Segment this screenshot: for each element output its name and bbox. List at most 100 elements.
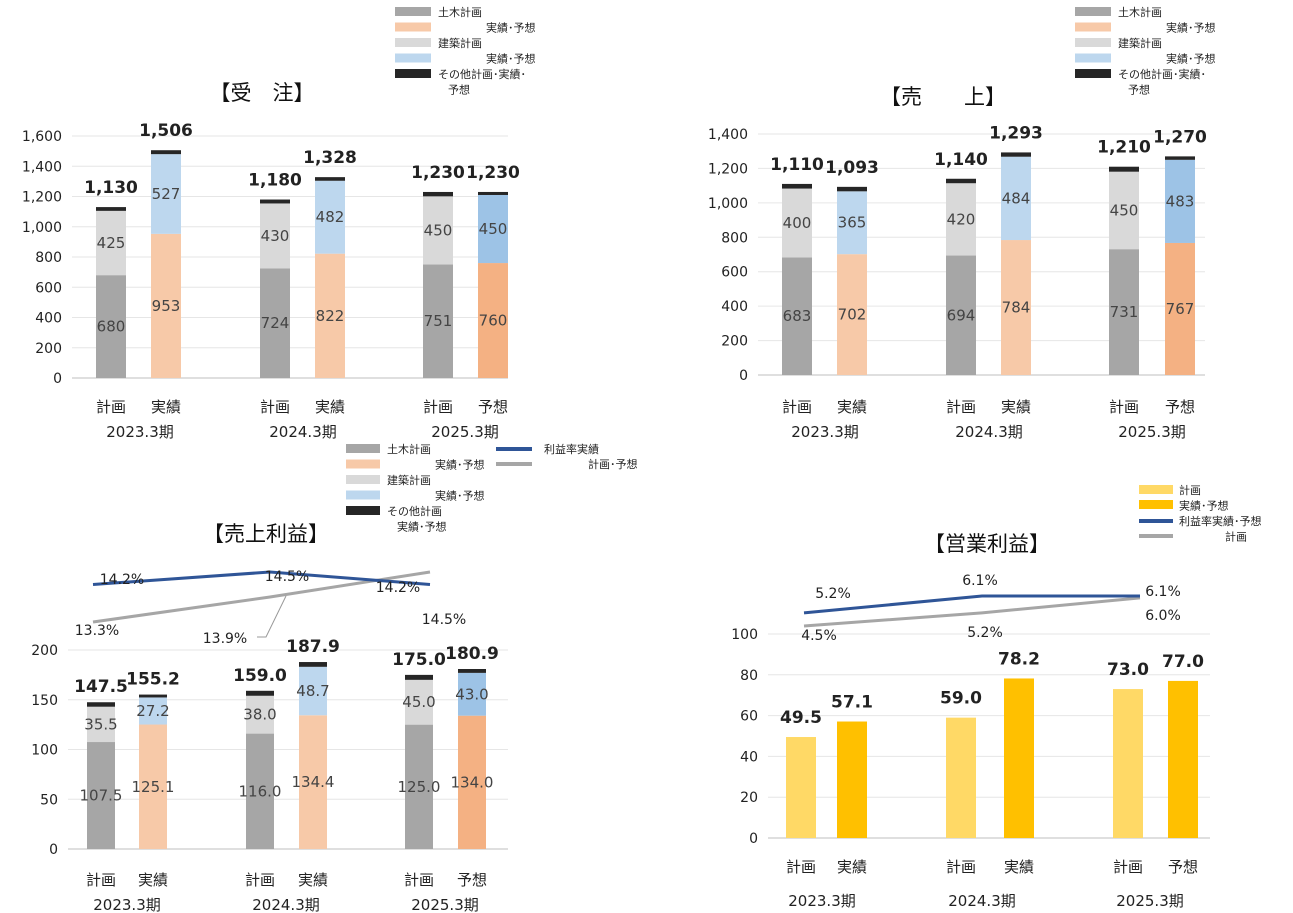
operating_profit-y-tick-label: 40 (740, 749, 758, 765)
orders-legend-swatch (395, 38, 431, 47)
sales-bar-segment (837, 186, 867, 192)
orders-y-tick-label: 1,000 (22, 220, 62, 236)
orders-bar-segment (96, 275, 126, 378)
sales-period-label: 2025.3期 (1118, 423, 1186, 441)
gross_profit-segment-value-label: 116.0 (239, 782, 282, 800)
operating_profit-rate-plan-label: 4.5% (801, 628, 837, 644)
sales-bar-segment (782, 183, 812, 189)
sales-x-category-label: 計画 (782, 398, 812, 416)
gross_profit-bar-segment (458, 669, 486, 673)
orders-segment-value-label: 527 (152, 185, 181, 203)
sales-bar-segment (782, 257, 812, 375)
gross_profit-y-tick-label: 50 (40, 792, 58, 808)
gross_profit-legend-swatch (346, 490, 380, 500)
sales-legend-label: 実績･予想 (1166, 21, 1216, 35)
gross_profit-line-legend-label: 利益率実績 (544, 442, 599, 456)
sales-legend-swatch (1075, 38, 1111, 47)
sales-total-label: 1,210 (1097, 138, 1151, 158)
orders-bar-segment (478, 191, 508, 195)
sales-segment-value-label: 365 (838, 214, 867, 232)
orders-total-label: 1,506 (139, 121, 193, 141)
gross_profit-period-label: 2025.3期 (411, 896, 479, 913)
orders-legend-label: 土木計画 (438, 5, 482, 19)
gross_profit-rate-actual-label: 14.5% (265, 569, 309, 585)
orders-legend-swatch (395, 7, 431, 16)
gross_profit-rate-leader-line (257, 595, 287, 638)
orders-segment-value-label: 450 (424, 221, 453, 239)
sales-chart-title: 【売 上】 (880, 85, 1006, 109)
gross_profit-segment-value-label: 35.5 (84, 715, 117, 733)
gross_profit-bar-segment (299, 666, 327, 716)
gross_profit-bar-segment (405, 724, 433, 849)
orders-x-category-label: 予想 (478, 398, 508, 416)
orders-bar-segment (260, 199, 290, 204)
sales-bar-segment (1001, 156, 1031, 241)
sales-x-category-label: 実績 (1001, 398, 1031, 416)
orders-period-label: 2023.3期 (106, 423, 174, 441)
gross_profit-segment-value-label: 27.2 (136, 702, 169, 720)
sales-segment-value-label: 420 (947, 210, 976, 228)
gross_profit-legend-swatch (346, 506, 380, 515)
gross_profit-rate-plan-label: 13.3% (75, 623, 119, 639)
orders-y-tick-label: 200 (35, 341, 62, 357)
operating_profit-value-label: 57.1 (831, 693, 873, 713)
orders-chart-title: 【受 注】 (210, 81, 315, 105)
operating_profit-value-label: 78.2 (998, 649, 1040, 669)
operating_profit-x-category-label: 計画 (946, 858, 976, 876)
orders-y-tick-label: 400 (35, 311, 62, 327)
gross_profit-rate-plan-label: 13.9% (203, 631, 247, 647)
sales-legend-swatch (1075, 69, 1111, 78)
orders-x-category-label: 計画 (423, 398, 453, 416)
sales-segment-value-label: 702 (838, 306, 867, 324)
operating_profit-rate-plan-line (803, 596, 1141, 628)
sales-legend-swatch (1075, 7, 1111, 16)
orders-segment-value-label: 751 (424, 312, 453, 330)
orders-bar-segment (423, 196, 453, 265)
gross_profit-bar-segment (405, 674, 433, 680)
orders-x-category-label: 計画 (260, 398, 290, 416)
gross_profit-total-label: 159.0 (233, 666, 287, 686)
orders-period-label: 2024.3期 (269, 423, 337, 441)
gross_profit-bars: 107.5 35.5 147.5 125.1 27.2 155.2 116.0 38.0 159… (74, 637, 499, 849)
sales-y-tick-label: 1,200 (708, 161, 748, 177)
gross_profit-segment-value-label: 43.0 (455, 685, 488, 703)
operating_profit-value-label: 59.0 (940, 689, 982, 709)
operating_profit-x-category-label: 計画 (1113, 858, 1143, 876)
gross_profit-legend-label: 実績･予想 (435, 458, 485, 472)
sales-legend-label: その他計画･実績･ (1118, 67, 1206, 81)
orders-bar-segment (315, 180, 345, 254)
orders-legend-swatch (395, 69, 431, 78)
operating_profit-axes: 0 20 40 60 80 100 計画 実績 計画 実績 計画 予想 2023.3期 2024.3期 20… (731, 532, 1210, 910)
operating_profit-y-tick-label: 80 (740, 668, 758, 684)
sales-x-category-label: 予想 (1165, 398, 1195, 416)
operating_profit-legend-label: 計画 (1179, 483, 1201, 497)
orders-total-label: 1,230 (466, 163, 520, 183)
gross_profit-bar-segment (299, 662, 327, 667)
operating_profit-value-label: 77.0 (1162, 652, 1204, 672)
gross_profit-segment-value-label: 45.0 (402, 693, 435, 711)
orders-bar-segment (478, 194, 508, 264)
gross_profit-y-tick-label: 100 (31, 743, 58, 759)
operating_profit-rate-actual-label: 5.2% (815, 586, 851, 602)
orders-y-tick-label: 800 (35, 250, 62, 266)
orders-segment-value-label: 425 (97, 234, 126, 252)
operating_profit-x-category-label: 実績 (1004, 858, 1034, 876)
orders-y-tick-label: 600 (35, 280, 62, 296)
sales-legend-label: 土木計画 (1118, 5, 1162, 19)
operating_profit-legend-label: 計画 (1225, 530, 1247, 544)
gross_profit-segment-value-label: 134.4 (292, 773, 335, 791)
operating_profit-legend-swatch (1139, 500, 1173, 509)
orders-bar-segment (423, 264, 453, 378)
operating_profit-rate-actual-line (803, 594, 1140, 615)
gross_profit-legend-swatch (346, 459, 380, 469)
gross_profit-bar-segment (139, 694, 167, 698)
gross_profit-legend-label: 建築計画 (387, 473, 431, 487)
gross_profit-y-tick-label: 200 (31, 643, 58, 659)
orders-bar-segment (423, 191, 453, 197)
operating_profit-period-label: 2025.3期 (1116, 892, 1184, 910)
sales-bar-segment (946, 178, 976, 184)
operating_profit-y-tick-label: 0 (749, 831, 758, 847)
